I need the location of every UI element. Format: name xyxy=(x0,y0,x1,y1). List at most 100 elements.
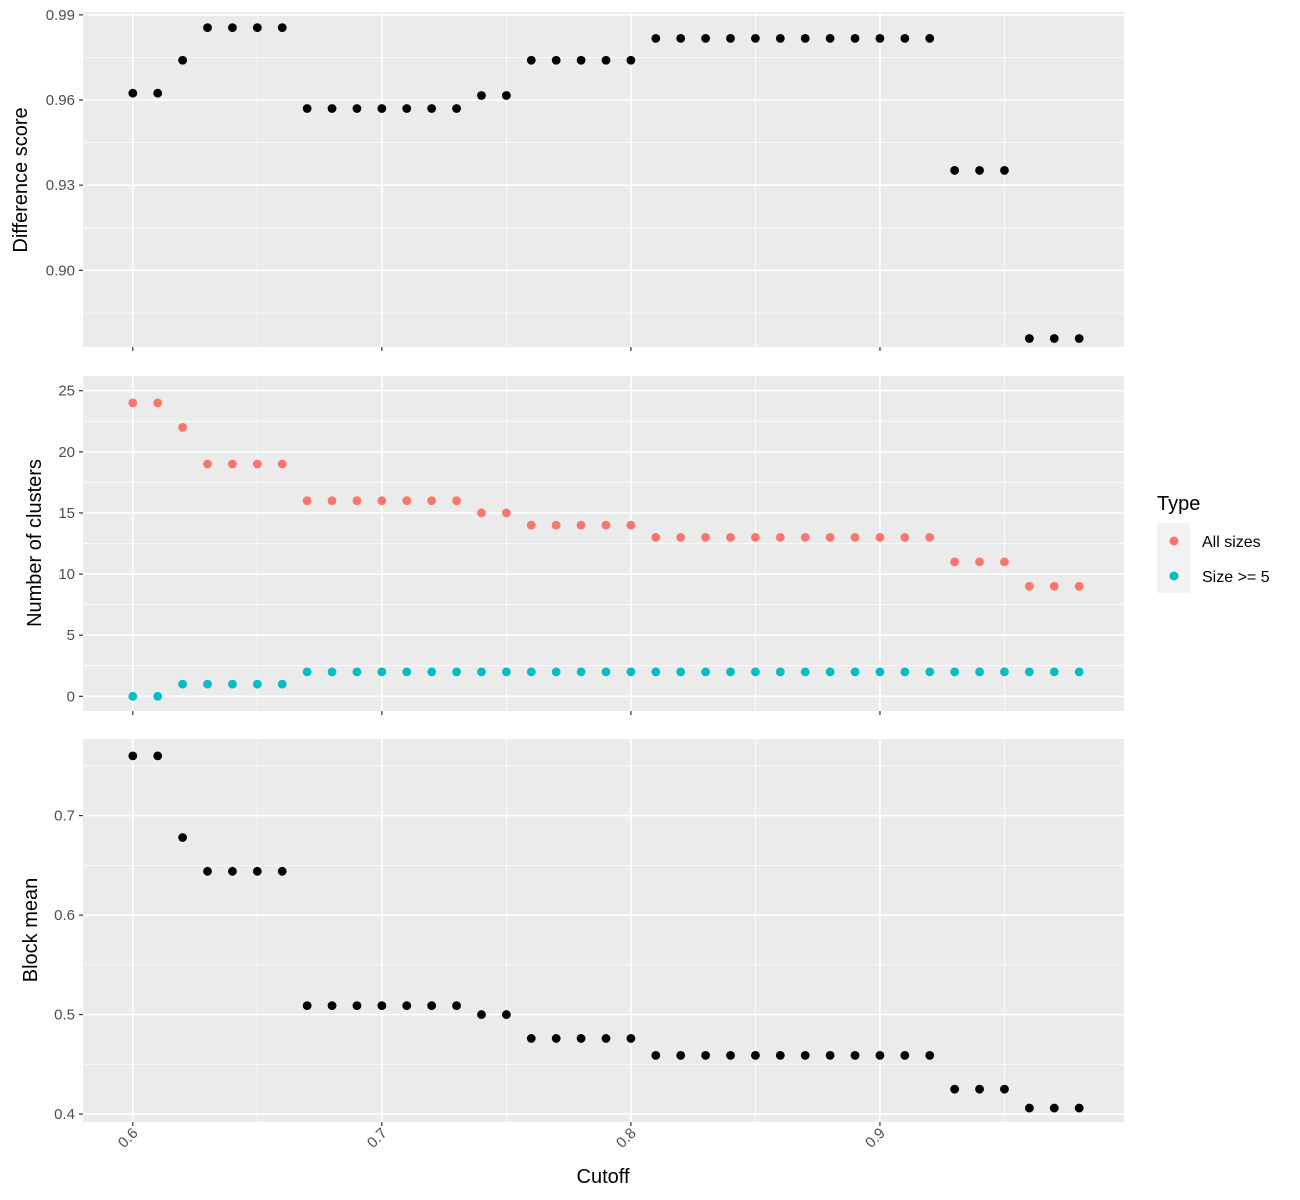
data-point-series xyxy=(377,104,387,113)
data-point-series xyxy=(875,1050,885,1060)
data-point-series xyxy=(850,1050,860,1060)
panel-background xyxy=(83,12,1124,347)
data-point-size-5 xyxy=(228,679,237,689)
data-point-series xyxy=(352,104,362,113)
legend-label-size-5: Size >= 5 xyxy=(1202,569,1270,586)
data-point-size-5 xyxy=(178,679,188,689)
data-point-all-sizes xyxy=(377,496,387,506)
data-point-size-5 xyxy=(825,667,835,677)
data-point-size-5 xyxy=(800,667,810,677)
data-point-size-5 xyxy=(775,667,785,677)
x-tick-label: 0.6 xyxy=(115,1125,142,1152)
data-point-size-5 xyxy=(576,667,586,677)
data-point-series xyxy=(252,23,262,33)
data-point-series xyxy=(576,1034,586,1043)
data-point-size-5 xyxy=(551,667,561,677)
data-point-series xyxy=(501,1010,511,1019)
data-point-all-sizes xyxy=(875,532,885,542)
data-point-series xyxy=(576,55,586,65)
y-tick-label: 0.4 xyxy=(54,1106,75,1123)
data-point-series xyxy=(526,55,536,65)
data-point-series xyxy=(651,34,661,43)
data-point-all-sizes xyxy=(402,496,412,506)
data-point-series xyxy=(975,166,984,175)
y-tick-label: 15 xyxy=(58,505,75,522)
data-point-series xyxy=(676,1050,686,1060)
data-point-series xyxy=(252,866,262,876)
data-point-series xyxy=(1000,1084,1009,1094)
data-point-all-sizes xyxy=(726,532,735,542)
panel-number-of-clusters: 0 5 10 15 20 25 xyxy=(58,376,1124,715)
data-point-series xyxy=(477,1010,486,1019)
data-point-series xyxy=(1074,1103,1084,1113)
data-point-series xyxy=(950,1084,960,1094)
data-point-size-5 xyxy=(153,691,163,701)
data-point-series xyxy=(203,23,212,33)
data-point-series xyxy=(178,55,188,65)
data-point-size-5 xyxy=(477,667,486,677)
legend-marker-size-5 xyxy=(1169,571,1179,581)
data-point-all-sizes xyxy=(302,496,312,506)
data-point-all-sizes xyxy=(352,496,362,506)
data-point-size-5 xyxy=(402,667,412,677)
data-point-series xyxy=(452,1001,461,1011)
y-tick-label: 0.5 xyxy=(54,1007,75,1024)
data-point-all-sizes xyxy=(153,398,163,408)
data-point-all-sizes xyxy=(551,520,561,530)
data-point-series xyxy=(1024,1103,1034,1113)
data-point-series xyxy=(402,104,412,113)
data-point-all-sizes xyxy=(975,557,984,567)
data-point-all-sizes xyxy=(825,532,835,542)
x-axis-title: Cutoff xyxy=(577,1166,630,1188)
data-point-series xyxy=(153,88,163,98)
data-point-series xyxy=(800,34,810,43)
data-point-series xyxy=(427,1001,437,1011)
data-point-all-sizes xyxy=(751,532,760,542)
legend-marker-all-sizes xyxy=(1169,536,1179,546)
data-point-series xyxy=(626,55,636,65)
data-point-series xyxy=(128,751,138,761)
y-tick-label: 25 xyxy=(58,383,75,400)
y-tick-label: 0.7 xyxy=(54,808,75,825)
y-tick-label: 0 xyxy=(67,688,75,705)
data-point-size-5 xyxy=(1049,667,1059,677)
x-tick-label: 0.9 xyxy=(862,1125,889,1152)
data-point-series xyxy=(1000,166,1009,175)
data-point-all-sizes xyxy=(501,508,511,518)
data-point-size-5 xyxy=(377,667,387,677)
y-tick-label: 0.99 xyxy=(46,7,75,24)
data-point-all-sizes xyxy=(850,532,860,542)
data-point-all-sizes xyxy=(228,459,237,469)
data-point-series xyxy=(900,1050,910,1060)
data-point-all-sizes xyxy=(477,508,486,518)
data-point-series xyxy=(452,104,461,113)
y-axis-title-difference-score: Difference score xyxy=(10,107,32,252)
data-point-size-5 xyxy=(352,667,362,677)
data-point-series xyxy=(651,1050,661,1060)
data-point-all-sizes xyxy=(626,520,636,530)
data-point-size-5 xyxy=(327,667,337,677)
y-tick-label: 0.6 xyxy=(54,907,75,924)
data-point-series xyxy=(850,34,860,43)
data-point-all-sizes xyxy=(452,496,461,506)
data-point-series xyxy=(1049,334,1059,343)
data-point-size-5 xyxy=(1000,667,1009,677)
data-point-series xyxy=(900,34,910,43)
data-point-series xyxy=(775,34,785,43)
y-tick-label: 10 xyxy=(58,566,75,583)
data-point-all-sizes xyxy=(601,520,611,530)
panel-block-mean: 0.4 0.5 0.6 0.7 xyxy=(54,739,1124,1126)
data-point-size-5 xyxy=(427,667,437,677)
data-point-size-5 xyxy=(651,667,661,677)
data-point-all-sizes xyxy=(900,532,910,542)
data-point-size-5 xyxy=(203,679,212,689)
data-point-all-sizes xyxy=(1049,581,1059,591)
data-point-series xyxy=(1024,334,1034,343)
data-point-series xyxy=(302,104,312,113)
data-point-series xyxy=(178,833,188,842)
data-point-size-5 xyxy=(1074,667,1084,677)
data-point-size-5 xyxy=(277,679,287,689)
legend-key-background xyxy=(1157,523,1190,593)
data-point-size-5 xyxy=(128,691,138,701)
